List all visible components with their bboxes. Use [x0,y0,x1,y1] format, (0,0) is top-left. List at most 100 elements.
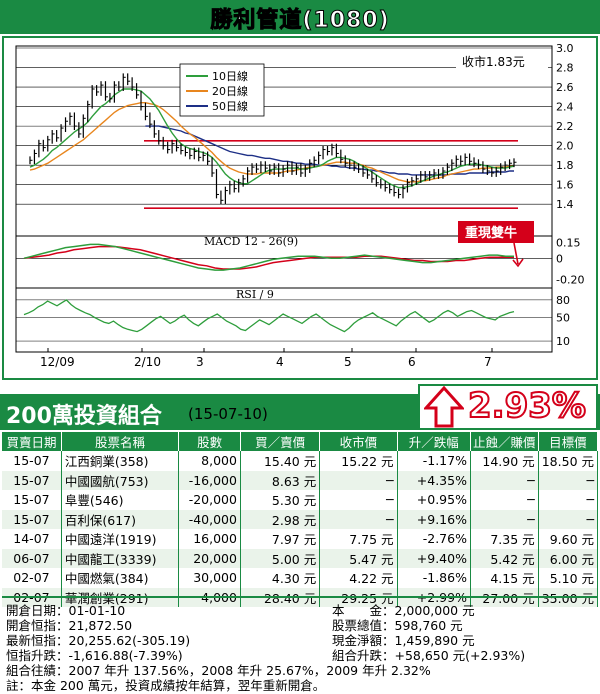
table-cell: +9.40% [397,548,471,568]
table-row: 15-07 江西銅業(358) 8,000 15.40 元 15.22 元 -1.17% 1… [2,451,599,471]
rsi-tick-label: 50 [556,312,570,325]
table-cell: ─ [538,490,599,510]
column-header: 目標價 [538,432,599,451]
price-tick-label: 2.0 [556,140,574,153]
x-tick-label: 4 [276,355,284,369]
gain-percent: 2.93% [467,385,587,427]
title-bar [0,0,600,34]
annotation-box [458,221,534,243]
table-cell: ─ [470,509,539,529]
portfolio-table: 買賣日期 股票名稱 股數 買／賣價 收市價 升／跌幅 止蝕／賺價 目標價 15-07 江西銅業(… [2,432,599,607]
table-cell: 5.47 元 [319,548,398,568]
table-cell: +9.16% [397,509,471,529]
x-tick-label: 12/09 [40,355,75,369]
price-tick-label: 2.4 [556,101,574,114]
x-tick-label: 2/10 [134,355,161,369]
macd-line [23,243,514,271]
table-cell: ─ [538,509,599,529]
price-tick-label: 3.0 [556,42,574,55]
table-cell: 中國國航(753) [61,470,180,490]
table-row: 15-07 百利保(617) -40,000 2.98 元 ─ +9.16% ─ ─ [2,509,599,529]
table-cell: 8.63 元 [240,470,321,490]
table-cell: 4.30 元 [240,568,321,588]
portfolio-title: 200萬投資組合 [6,404,162,429]
price-tick-label: 1.8 [556,159,574,172]
column-header: 買賣日期 [2,432,62,451]
column-header: 股數 [178,432,241,451]
column-header: 股票名稱 [61,432,180,451]
macd-tick-label: 0.15 [556,236,581,249]
capital: 本 金：2,000,000 元 [332,603,475,618]
close-label-bg [456,52,548,70]
table-cell: 4.22 元 [319,568,398,588]
annotation-label: 重現雙牛 [465,225,517,241]
table-header-row: 買賣日期 股票名稱 股數 買／賣價 收市價 升／跌幅 止蝕／賺價 目標價 [2,432,599,451]
up-arrow-icon [424,386,464,428]
table-cell: 16,000 [178,529,241,549]
table-cell: 中國遠洋(1919) [61,529,180,549]
table-cell: 9.60 元 [538,529,599,549]
x-tick-label: 7 [484,355,492,369]
macd-tick-label: -0.20 [556,274,584,287]
table-cell: 06-07 [2,548,62,568]
cash-balance: 現金淨額：1,459,890 元 [332,633,475,648]
stock-value: 股票總值：598,760 元 [332,618,463,633]
table-cell: +0.95% [397,490,471,510]
close-price-label: 收市1.83元 [462,54,525,69]
rsi-tick-label: 10 [556,335,570,348]
x-tick-label: 6 [408,355,416,369]
table-cell: 15-07 [2,470,62,490]
table-cell: ─ [538,470,599,490]
table-cell: 6.00 元 [538,548,599,568]
price-tick-label: 1.6 [556,179,574,192]
portfolio-summary: 開倉日期：01-01-10 開倉恒指：21,872.50 最新恒指：20,255… [2,596,598,693]
table-cell: +4.35% [397,470,471,490]
table-cell: -20,000 [178,490,241,510]
open-index: 開倉恒指：21,872.50 [6,618,133,633]
table-cell: 百利保(617) [61,509,180,529]
table-cell: 中國龍工(3339) [61,548,180,568]
table-cell: 5.00 元 [240,548,321,568]
table-cell: ─ [470,470,539,490]
table-cell: 8,000 [178,451,241,471]
price-tick-label: 2.2 [556,120,574,133]
page-title: 勝利管道(1080) [210,8,390,34]
table-cell: 2.98 元 [240,509,321,529]
portfolio-change: 組合升跌：+58,650 元(+2.93%) [332,648,526,663]
table-cell: ─ [319,470,398,490]
table-cell: 18.50 元 [538,451,599,471]
stock-chart: 1.4 1.6 1.8 2.0 2.2 2.4 2.6 2.8 3.0 收市1.83元 10日線20… [15,42,584,369]
table-cell: 阜豐(546) [61,490,180,510]
macd-tick-label: 0 [556,252,563,265]
macd-label: MACD 12 - 26(9) [204,235,298,248]
price-tick-label: 2.6 [556,81,574,94]
table-cell: 5.10 元 [538,568,599,588]
column-header: 升／跌幅 [397,432,471,451]
price-tick-label: 1.4 [556,198,574,211]
x-tick-label: 3 [196,355,204,369]
chart-frame: 1.4 1.6 1.8 2.0 2.2 2.4 2.6 2.8 3.0 收市1.83元 10日線 20… [2,36,598,380]
rsi-tick-label: 80 [556,294,570,307]
table-cell: 7.35 元 [470,529,539,549]
table-cell: 中國燃氣(384) [61,568,180,588]
table-row: 15-07 中國國航(753) -16,000 8.63 元 ─ +4.35% ─ ─ [2,470,599,490]
open-date: 開倉日期：01-01-10 [6,603,126,618]
table-cell: 15-07 [2,490,62,510]
table-cell: -1.86% [397,568,471,588]
table-row: 02-07 中國燃氣(384) 30,000 4.30 元 4.22 元 -1.86% 4.… [2,568,599,588]
footnote: 註：本金 200 萬元，投資成績按年結算，翌年重新開倉。 [6,678,326,693]
table-cell: 15.40 元 [240,451,321,471]
table-cell: -40,000 [178,509,241,529]
rsi-line [23,299,515,333]
table-cell: -1.17% [397,451,471,471]
table-cell: ─ [470,490,539,510]
table-cell: -16,000 [178,470,241,490]
price-tick-label: 2.8 [556,62,574,75]
table-cell: 15-07 [2,451,62,471]
annotation-arrow-icon [512,242,524,268]
column-header: 止蝕／賺價 [470,432,539,451]
table-cell: 30,000 [178,568,241,588]
table-row: 15-07 阜豐(546) -20,000 5.30 元 ─ +0.95% ─ ─ [2,490,599,510]
table-cell: 02-07 [2,568,62,588]
table-row: 14-07 中國遠洋(1919) 16,000 7.97 元 7.75 元 -2.76% 7… [2,529,599,549]
